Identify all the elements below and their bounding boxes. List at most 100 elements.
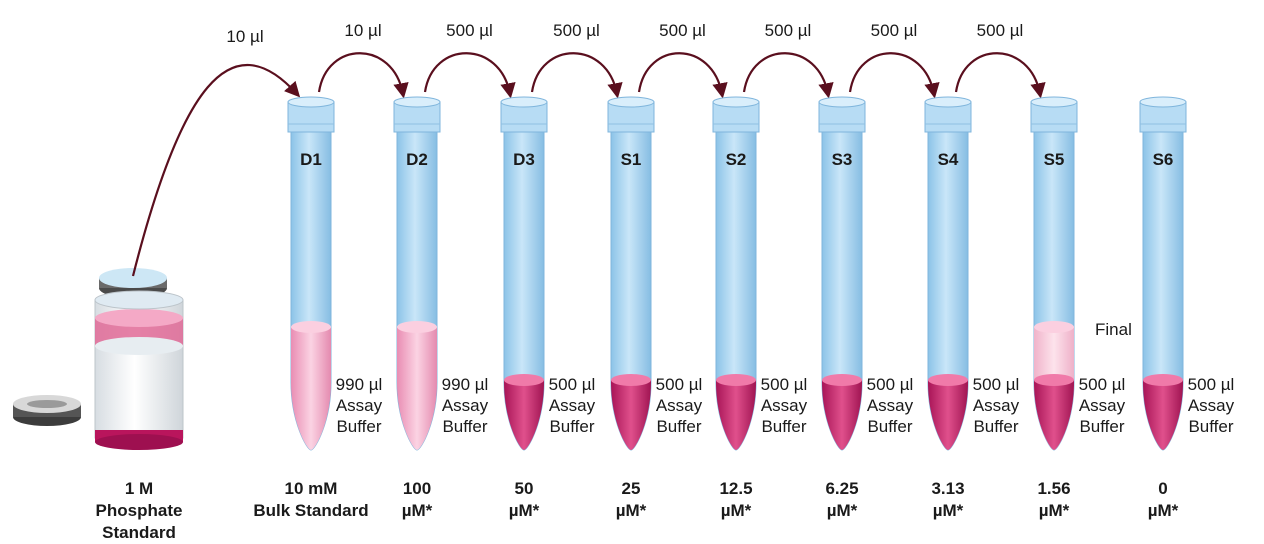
svg-text:1 M: 1 M bbox=[125, 479, 153, 498]
final-label: Final bbox=[1095, 320, 1132, 339]
buffer-text: 990 µl bbox=[442, 375, 489, 394]
tube-rim bbox=[712, 96, 760, 108]
buffer-text: Buffer bbox=[761, 417, 806, 436]
transfer-volume: 10 µl bbox=[226, 27, 263, 46]
tube-s5: S5 500 µl Assay Buffer 1.56 µM* bbox=[1030, 96, 1126, 520]
liquid-surface bbox=[822, 374, 862, 386]
buffer-text: Buffer bbox=[867, 417, 912, 436]
concentration-label: 3.13 bbox=[931, 479, 964, 498]
tube-row: D1 990 µl Assay Buffer 10 mM Bulk Standard D2 9… bbox=[253, 96, 1235, 520]
concentration-label: µM* bbox=[827, 501, 858, 520]
transfer-arrow: 500 µl bbox=[423, 21, 516, 99]
buffer-text: Assay bbox=[761, 396, 808, 415]
liquid-surface bbox=[1143, 374, 1183, 386]
transfer-arrow: 500 µl bbox=[637, 21, 728, 99]
concentration-label: µM* bbox=[1039, 501, 1070, 520]
buffer-text: 500 µl bbox=[867, 375, 914, 394]
concentration-label: 1.56 bbox=[1037, 479, 1070, 498]
concentration-label: µM* bbox=[402, 501, 433, 520]
liquid-surface bbox=[928, 374, 968, 386]
tube-rim bbox=[924, 96, 972, 108]
liquid-surface bbox=[611, 374, 651, 386]
buffer-text: Assay bbox=[549, 396, 596, 415]
buffer-text: Buffer bbox=[549, 417, 594, 436]
concentration-label: µM* bbox=[1148, 501, 1179, 520]
tube-liquid bbox=[716, 380, 756, 450]
tube-s6: S6 500 µl Assay Buffer 0 µM* bbox=[1139, 96, 1235, 520]
transfer-volume: 500 µl bbox=[871, 21, 918, 40]
buffer-text: Buffer bbox=[973, 417, 1018, 436]
buffer-text: Buffer bbox=[336, 417, 381, 436]
concentration-label: Bulk Standard bbox=[253, 501, 368, 520]
transfer-volume: 500 µl bbox=[977, 21, 1024, 40]
tube-d3: D3 500 µl Assay Buffer 50 µM* bbox=[500, 96, 596, 520]
tube-liquid bbox=[504, 380, 544, 450]
transfer-volume: 10 µl bbox=[344, 21, 381, 40]
tube-label: S4 bbox=[938, 150, 959, 169]
tube-s4: S4 500 µl Assay Buffer 3.13 µM* bbox=[924, 96, 1020, 520]
transfer-arrow: 10 µl bbox=[317, 21, 409, 99]
concentration-label: µM* bbox=[509, 501, 540, 520]
concentration-label: 10 mM bbox=[285, 479, 338, 498]
tube-label: D3 bbox=[513, 150, 535, 169]
buffer-text: Assay bbox=[867, 396, 914, 415]
concentration-label: µM* bbox=[933, 501, 964, 520]
tube-label: S2 bbox=[726, 150, 747, 169]
tube-liquid-dark bbox=[1034, 380, 1074, 450]
tube-s2: S2 500 µl Assay Buffer 12.5 µM* bbox=[712, 96, 808, 520]
transfer-arrows: 10 µl 10 µl 500 µl 500 µl 500 µl 500 µl 500 µl… bbox=[131, 21, 1046, 277]
liquid-surface bbox=[716, 374, 756, 386]
transfer-arrow: 500 µl bbox=[742, 21, 834, 99]
buffer-text: Assay bbox=[442, 396, 489, 415]
buffer-text: 500 µl bbox=[1188, 375, 1235, 394]
tube-label: S6 bbox=[1153, 150, 1174, 169]
concentration-label: µM* bbox=[721, 501, 752, 520]
tube-rim bbox=[500, 96, 548, 108]
tube-liquid bbox=[822, 380, 862, 450]
concentration-label: 6.25 bbox=[825, 479, 858, 498]
concentration-label: 100 bbox=[403, 479, 431, 498]
transfer-volume: 500 µl bbox=[659, 21, 706, 40]
buffer-text: Assay bbox=[973, 396, 1020, 415]
tube-rim bbox=[1030, 96, 1078, 108]
svg-text:Phosphate: Phosphate bbox=[96, 501, 183, 520]
concentration-label: 0 bbox=[1158, 479, 1167, 498]
buffer-text: 500 µl bbox=[656, 375, 703, 394]
tube-liquid bbox=[397, 327, 437, 450]
tube-label: D1 bbox=[300, 150, 322, 169]
buffer-text: Buffer bbox=[1079, 417, 1124, 436]
transfer-arrow: 10 µl bbox=[131, 27, 301, 277]
tube-liquid bbox=[291, 327, 331, 450]
stock-bottle: 1 M Phosphate Standard bbox=[13, 268, 184, 542]
tube-rim bbox=[1139, 96, 1187, 108]
tube-rim bbox=[393, 96, 441, 108]
bottle-cap-loose bbox=[13, 395, 81, 426]
transfer-arrow: 500 µl bbox=[848, 21, 940, 99]
liquid-surface bbox=[291, 321, 331, 333]
tube-d2: D2 990 µl Assay Buffer 100 µM* bbox=[393, 96, 489, 520]
tube-rim bbox=[287, 96, 335, 108]
concentration-label: 25 bbox=[622, 479, 641, 498]
liquid-surface bbox=[397, 321, 437, 333]
tube-label: S5 bbox=[1044, 150, 1065, 169]
concentration-label: 12.5 bbox=[719, 479, 752, 498]
tube-s3: S3 500 µl Assay Buffer 6.25 µM* bbox=[818, 96, 914, 520]
buffer-text: Buffer bbox=[656, 417, 701, 436]
buffer-text: Buffer bbox=[442, 417, 487, 436]
transfer-volume: 500 µl bbox=[446, 21, 493, 40]
concentration-label: 50 bbox=[515, 479, 534, 498]
tube-d1: D1 990 µl Assay Buffer 10 mM Bulk Standard bbox=[253, 96, 383, 520]
buffer-text: 500 µl bbox=[761, 375, 808, 394]
buffer-text: Assay bbox=[656, 396, 703, 415]
liquid-surface bbox=[1034, 321, 1074, 333]
concentration-label: µM* bbox=[616, 501, 647, 520]
transfer-arrow: 500 µl bbox=[954, 21, 1046, 99]
tube-label: D2 bbox=[406, 150, 428, 169]
buffer-text: 500 µl bbox=[549, 375, 596, 394]
buffer-text: 990 µl bbox=[336, 375, 383, 394]
buffer-text: 500 µl bbox=[973, 375, 1020, 394]
tube-s1: S1 500 µl Assay Buffer 25 µM* bbox=[607, 96, 703, 520]
svg-text:Standard: Standard bbox=[102, 523, 176, 542]
buffer-text: Assay bbox=[336, 396, 383, 415]
